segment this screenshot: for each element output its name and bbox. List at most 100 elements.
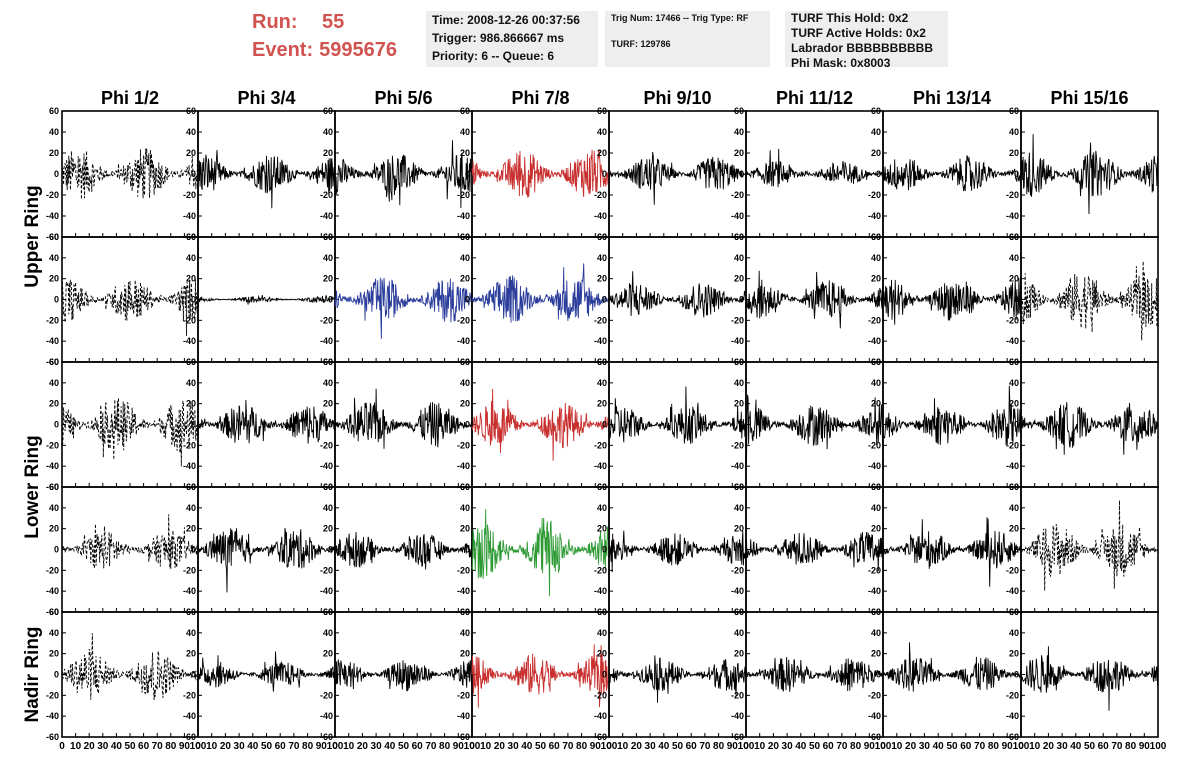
y-tick-label: 60 <box>323 106 333 116</box>
x-tick-label: 40 <box>384 741 396 752</box>
x-tick-label: 40 <box>795 741 807 752</box>
y-tick-label: 40 <box>323 253 333 263</box>
y-tick-label: -40 <box>46 336 59 346</box>
x-tick-label: 0 <box>195 741 201 752</box>
waveform-trace <box>197 149 336 209</box>
x-tick-label: 80 <box>850 741 862 752</box>
y-tick-label: 40 <box>323 127 333 137</box>
y-tick-label: -20 <box>594 440 607 450</box>
x-tick-label: 20 <box>84 741 96 752</box>
y-tick-label: 60 <box>597 482 607 492</box>
event-value: 5995676 <box>319 39 397 61</box>
y-tick-label: 0 <box>328 420 333 430</box>
y-tick-label: -40 <box>320 586 333 596</box>
column-label: Phi 7/8 <box>511 88 569 108</box>
y-tick-label: -20 <box>1006 190 1019 200</box>
waveform-trace <box>61 148 199 200</box>
x-tick-label: 30 <box>782 741 794 752</box>
y-tick-label: -20 <box>320 565 333 575</box>
y-tick-label: 40 <box>734 378 744 388</box>
x-tick-label: 50 <box>672 741 684 752</box>
y-tick-label: 40 <box>871 378 881 388</box>
y-tick-label: 0 <box>1014 295 1019 305</box>
y-tick-label: -40 <box>1006 336 1019 346</box>
y-tick-label: 20 <box>460 148 470 158</box>
x-tick-label: 60 <box>412 741 424 752</box>
x-tick-label: 50 <box>261 741 273 752</box>
y-tick-label: 60 <box>49 106 59 116</box>
y-tick-label: 0 <box>191 169 196 179</box>
y-tick-label: -20 <box>46 440 59 450</box>
y-tick-label: 0 <box>465 545 470 555</box>
x-tick-label: 80 <box>713 741 725 752</box>
y-tick-label: 0 <box>876 545 881 555</box>
y-tick-label: 40 <box>871 253 881 263</box>
y-tick-label: 40 <box>1009 503 1019 513</box>
y-tick-label: 40 <box>871 503 881 513</box>
x-tick-label: 10 <box>617 741 629 752</box>
x-tick-label: 90 <box>1139 741 1151 752</box>
y-tick-label: 40 <box>186 378 196 388</box>
y-tick-label: -60 <box>594 732 607 742</box>
y-tick-label: 0 <box>54 295 59 305</box>
y-tick-label: 60 <box>49 482 59 492</box>
y-tick-label: 60 <box>871 482 881 492</box>
waveform-trace <box>197 651 336 692</box>
ring-label: Nadir Ring <box>22 626 43 722</box>
waveform-trace <box>61 397 199 467</box>
y-tick-label: -40 <box>1006 711 1019 721</box>
y-tick-label: -60 <box>46 482 59 492</box>
y-tick-label: -20 <box>868 315 881 325</box>
y-tick-label: -40 <box>868 211 881 221</box>
waveform-trace <box>745 270 884 329</box>
x-tick-label: 40 <box>1070 741 1082 752</box>
y-tick-label: -20 <box>868 690 881 700</box>
y-tick-label: -60 <box>183 732 196 742</box>
x-tick-label: 0 <box>880 741 886 752</box>
y-tick-label: -40 <box>457 336 470 346</box>
x-tick-label: 10 <box>1029 741 1041 752</box>
y-tick-label: 20 <box>460 524 470 534</box>
x-tick-label: 100 <box>601 741 618 752</box>
y-tick-label: -40 <box>594 336 607 346</box>
y-tick-label: 0 <box>1014 545 1019 555</box>
waveform-trace <box>608 655 747 703</box>
active-holds-text: TURF Active Holds: 0x2 <box>791 26 926 40</box>
y-tick-label: -40 <box>594 211 607 221</box>
y-tick-label: -20 <box>183 565 196 575</box>
waveform-trace <box>882 385 1022 446</box>
y-tick-label: -20 <box>457 565 470 575</box>
y-tick-label: -20 <box>731 440 744 450</box>
y-tick-label: 0 <box>602 545 607 555</box>
y-tick-label: -40 <box>46 211 59 221</box>
y-tick-label: -20 <box>320 190 333 200</box>
y-tick-label: 60 <box>1009 607 1019 617</box>
y-tick-label: 40 <box>49 127 59 137</box>
y-tick-label: -40 <box>183 711 196 721</box>
y-tick-label: -40 <box>594 586 607 596</box>
y-tick-label: 40 <box>49 503 59 513</box>
waveform-trace <box>197 528 336 593</box>
y-tick-label: 40 <box>323 378 333 388</box>
y-tick-label: -40 <box>183 211 196 221</box>
y-tick-label: -20 <box>183 315 196 325</box>
y-tick-label: -20 <box>46 690 59 700</box>
x-tick-label: 40 <box>933 741 945 752</box>
waveform-trace <box>471 149 610 198</box>
column-label: Phi 13/14 <box>913 88 991 108</box>
panel-frame <box>1020 236 1159 363</box>
y-tick-label: -20 <box>320 440 333 450</box>
y-tick-label: -60 <box>731 732 744 742</box>
y-tick-label: -40 <box>457 461 470 471</box>
y-tick-label: -40 <box>457 711 470 721</box>
y-tick-label: 0 <box>602 295 607 305</box>
y-tick-label: 0 <box>739 295 744 305</box>
x-tick-label: 60 <box>549 741 561 752</box>
y-tick-label: -60 <box>46 607 59 617</box>
y-tick-label: 0 <box>465 295 470 305</box>
